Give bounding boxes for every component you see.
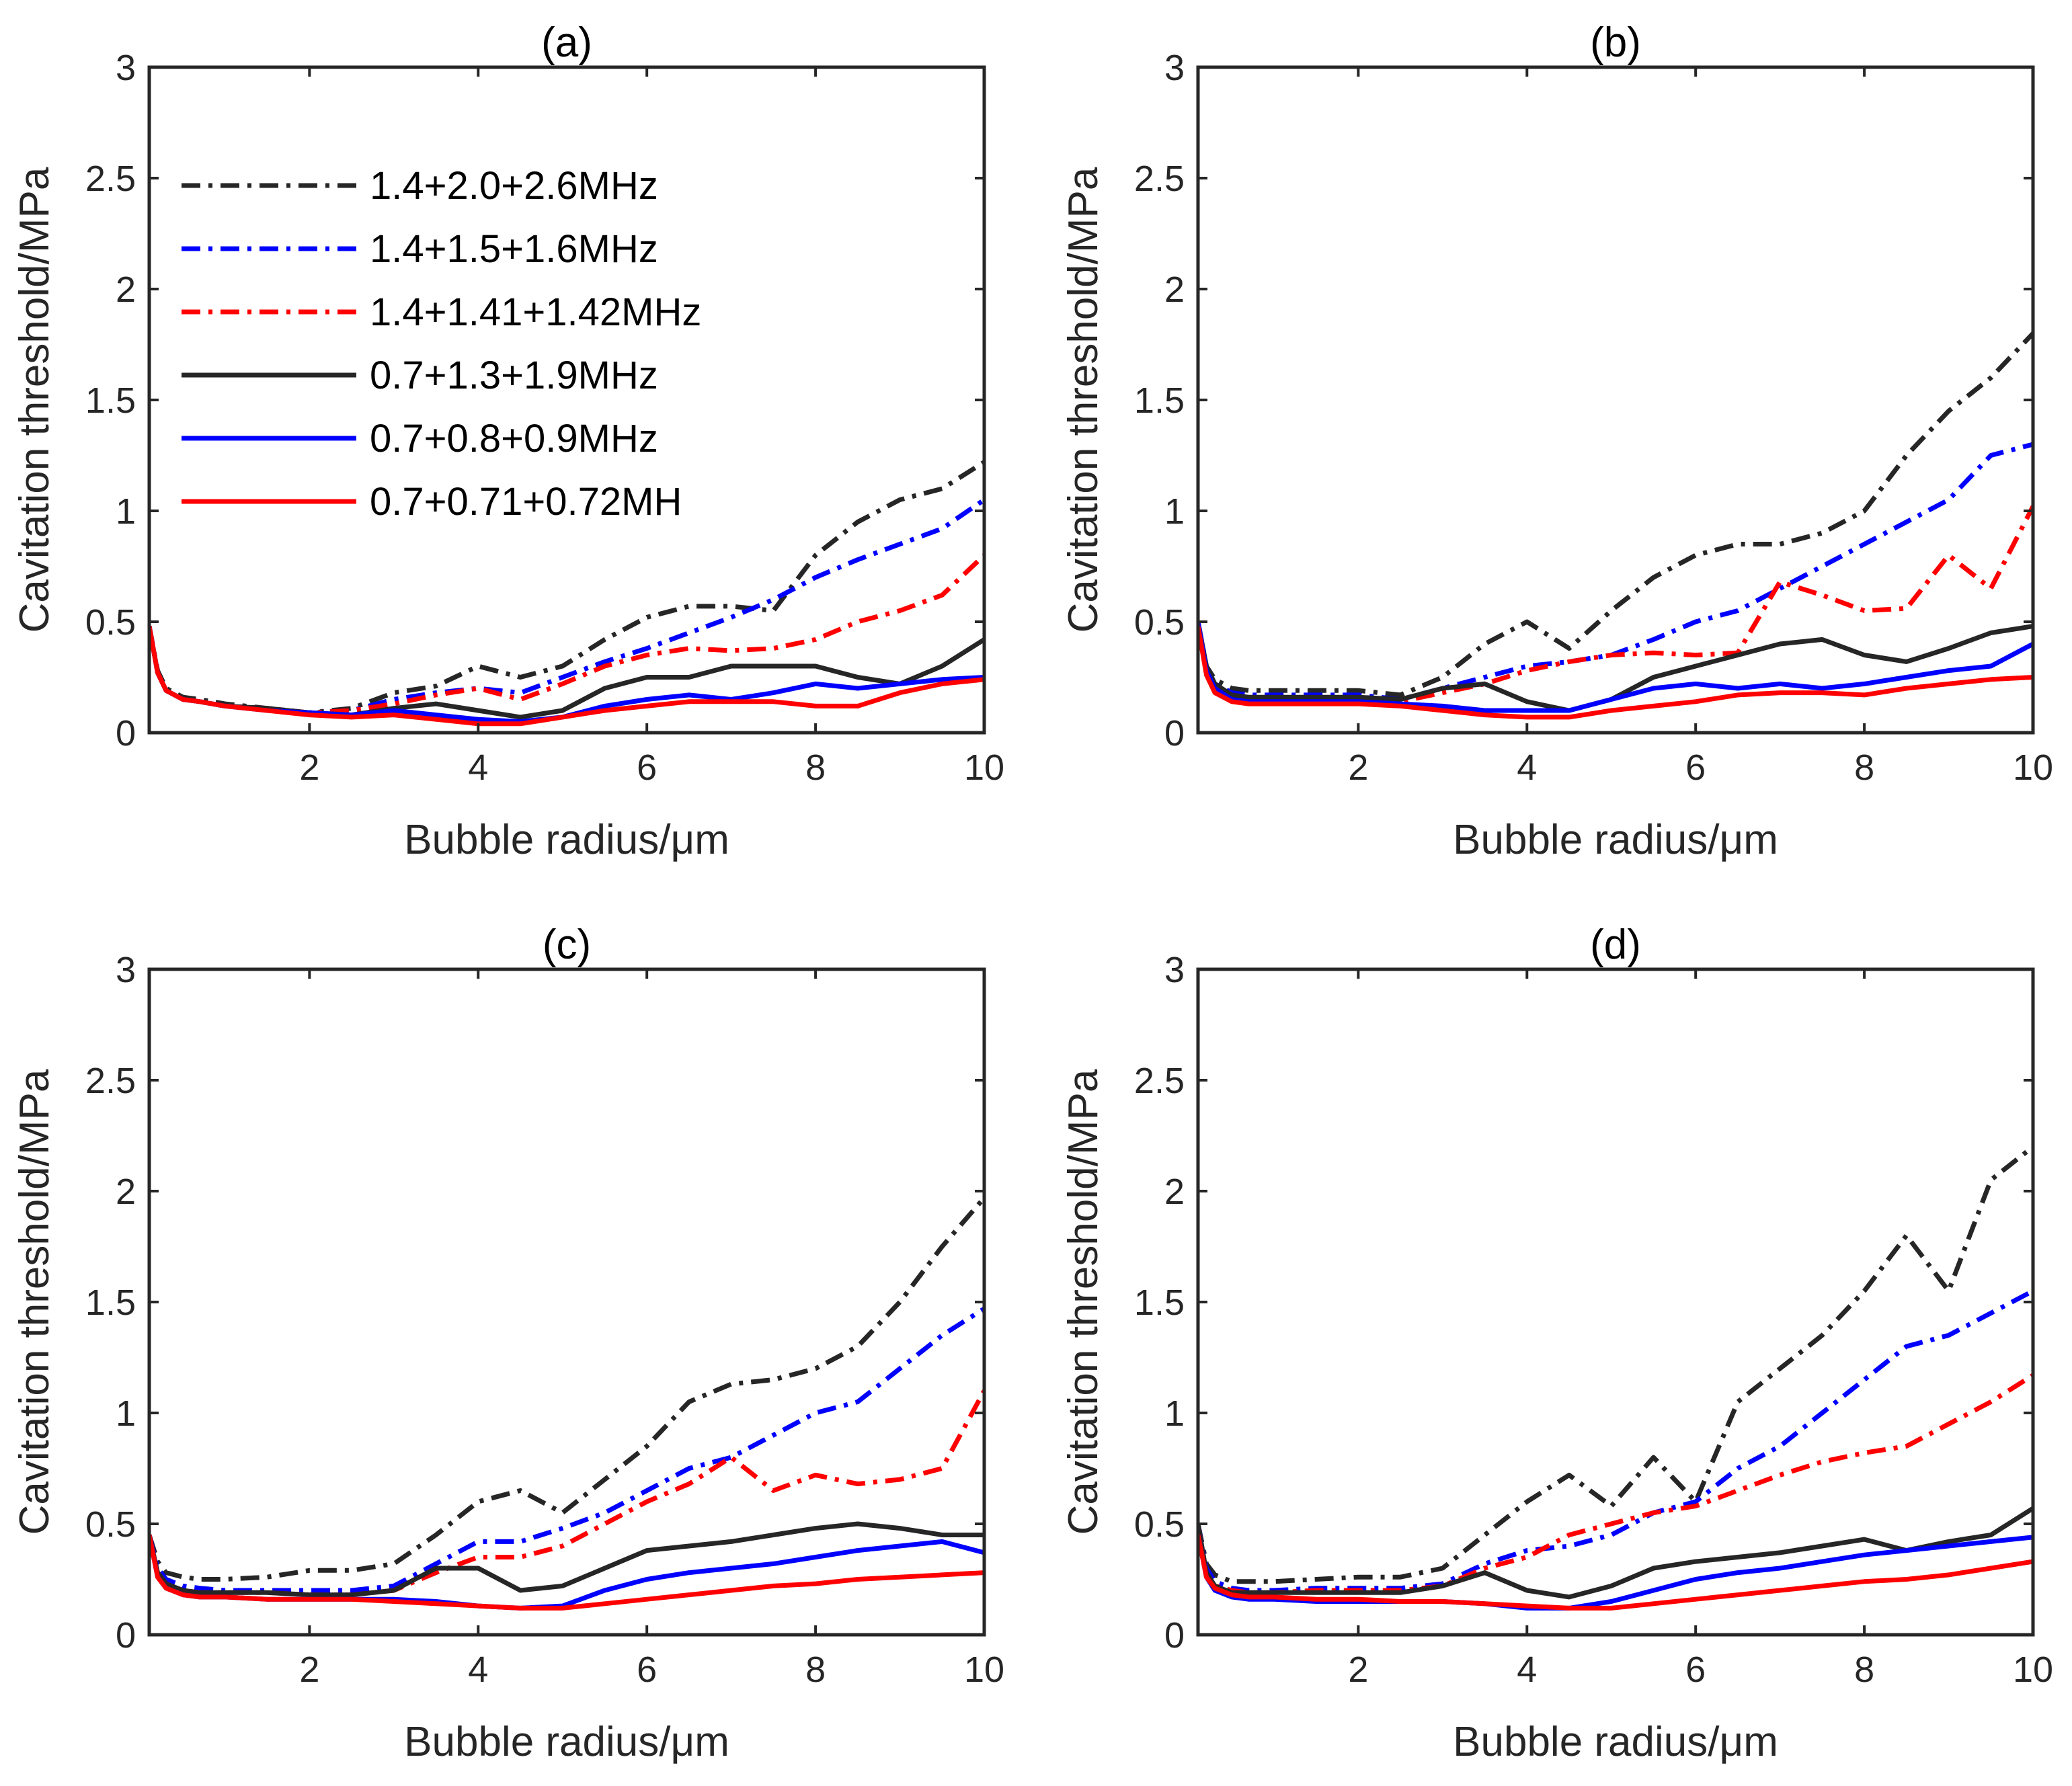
x-tick-label: 8 (805, 1650, 826, 1690)
series-line-6 (149, 1534, 984, 1611)
legend: 1.4+2.0+2.6MHz 1.4+1.5+1.6MHz 1.4+1.41+1.4… (182, 164, 701, 524)
legend-label-1: 1.4+2.0+2.6MHz (370, 164, 658, 208)
x-tick-label: 2 (1348, 1650, 1368, 1690)
y-tick-label: 1.5 (1134, 1283, 1185, 1323)
legend-label-6: 0.7+0.71+0.72MH (370, 480, 682, 524)
axes-frame (1196, 65, 2035, 735)
x-tick-label: 4 (1517, 1650, 1537, 1690)
y-tick-label: 0.5 (85, 602, 136, 643)
panel-title: (c) (543, 922, 591, 968)
plot-area (1198, 331, 2033, 720)
y-tick-label: 3 (116, 48, 136, 88)
x-tick-label: 8 (805, 747, 826, 788)
panel-4: 2 4 6 8 10 0 0.5 1 1.5 2 2.5 3 (d) Bubble radius/μm Ca… (1060, 922, 2053, 1765)
plot-area (149, 460, 984, 727)
panel-3: 2 4 6 8 10 0 0.5 1 1.5 2 2.5 3 (c) Bubble radius/μm Ca… (11, 922, 1004, 1765)
series-line-2 (1198, 1289, 2033, 1593)
y-tick-label: 2 (116, 270, 136, 310)
y-tick-label: 2 (1164, 1172, 1185, 1212)
x-tick-label: 6 (637, 747, 657, 788)
x-axis-label: Bubble radius/μm (404, 1719, 729, 1765)
y-tick-label: 2 (116, 1172, 136, 1212)
series-line-1 (1198, 1145, 2033, 1584)
x-tick-label: 4 (468, 747, 488, 788)
series-line-3 (1198, 505, 2033, 704)
x-axis-label: Bubble radius/μm (404, 817, 729, 863)
panel-title: (a) (541, 19, 592, 66)
series-line-3 (1198, 1373, 2033, 1595)
plot-area (1198, 1145, 2033, 1611)
y-tick-label: 1 (116, 1393, 136, 1434)
y-axis-label: Cavitation threshold/MPa (1060, 167, 1107, 633)
y-tick-label: 1 (1164, 491, 1185, 532)
y-tick-label: 1.5 (85, 1283, 136, 1323)
y-tick-label: 0.5 (85, 1504, 136, 1545)
y-tick-label: 1 (1164, 1393, 1185, 1434)
plot-area (149, 1196, 984, 1611)
series-line-3 (149, 1389, 984, 1598)
y-tick-label: 2.5 (1134, 159, 1185, 199)
series-line-4 (1198, 1506, 2033, 1600)
x-tick-label: 10 (964, 747, 1004, 788)
series-line-1 (149, 1196, 984, 1582)
y-tick-label: 2.5 (85, 1061, 136, 1101)
y-tick-label: 3 (1164, 48, 1185, 88)
x-tick-label: 2 (299, 747, 319, 788)
x-tick-label: 4 (468, 1650, 488, 1690)
y-axis-label: Cavitation threshold/MPa (11, 1069, 58, 1535)
panel-2: 2 4 6 8 10 0 0.5 1 1.5 2 2.5 3 (b) Bubble radius/μm Ca… (1060, 19, 2053, 863)
legend-label-3: 1.4+1.41+1.42MHz (370, 290, 701, 334)
y-tick-label: 0 (1164, 1615, 1185, 1656)
x-axis-label: Bubble radius/μm (1453, 1719, 1778, 1765)
y-tick-label: 1 (116, 491, 136, 532)
y-tick-label: 3 (116, 950, 136, 990)
axes-frame (147, 967, 986, 1637)
y-tick-label: 2.5 (85, 159, 136, 199)
series-line-6 (149, 625, 984, 727)
x-tick-label: 6 (1685, 1650, 1706, 1690)
series-line-4 (149, 1521, 984, 1598)
x-tick-label: 10 (2013, 1650, 2053, 1690)
x-tick-label: 4 (1517, 747, 1537, 788)
legend-label-4: 0.7+1.3+1.9MHz (370, 354, 658, 397)
y-tick-label: 0 (1164, 713, 1185, 754)
y-tick-label: 2 (1164, 270, 1185, 310)
x-tick-label: 10 (964, 1650, 1004, 1690)
y-axis-label: Cavitation threshold/MPa (1060, 1069, 1107, 1535)
series-line-2 (1198, 442, 2033, 702)
y-tick-label: 1.5 (85, 380, 136, 421)
y-tick-label: 0 (116, 713, 136, 754)
x-tick-label: 10 (2013, 747, 2053, 788)
y-tick-label: 1.5 (1134, 380, 1185, 421)
x-axis-label: Bubble radius/μm (1453, 817, 1778, 863)
series-line-4 (1198, 621, 2033, 713)
legend-label-5: 0.7+0.8+0.9MHz (370, 417, 658, 460)
series-line-3 (149, 553, 984, 715)
y-tick-label: 0.5 (1134, 602, 1185, 643)
series-line-6 (1198, 626, 2033, 720)
legend-label-2: 1.4+1.5+1.6MHz (370, 227, 658, 271)
series-line-6 (1198, 1534, 2033, 1611)
y-tick-label: 0.5 (1134, 1504, 1185, 1545)
y-tick-label: 3 (1164, 950, 1185, 990)
panel-title: (d) (1590, 922, 1641, 968)
series-line-2 (149, 497, 984, 715)
x-tick-label: 8 (1854, 1650, 1874, 1690)
panel-1: 2 4 6 8 10 0 0.5 1 1.5 2 2.5 3 (a) Bubble radius/μm Ca… (11, 19, 1004, 863)
y-tick-label: 0 (116, 1615, 136, 1656)
panel-title: (b) (1590, 19, 1641, 66)
series-line-1 (1198, 331, 2033, 698)
x-tick-label: 8 (1854, 747, 1874, 788)
x-tick-label: 2 (299, 1650, 319, 1690)
x-tick-label: 6 (1685, 747, 1706, 788)
x-tick-label: 6 (637, 1650, 657, 1690)
y-axis-label: Cavitation threshold/MPa (11, 167, 58, 633)
y-tick-label: 2.5 (1134, 1061, 1185, 1101)
series-line-2 (149, 1306, 984, 1593)
x-tick-label: 2 (1348, 747, 1368, 788)
